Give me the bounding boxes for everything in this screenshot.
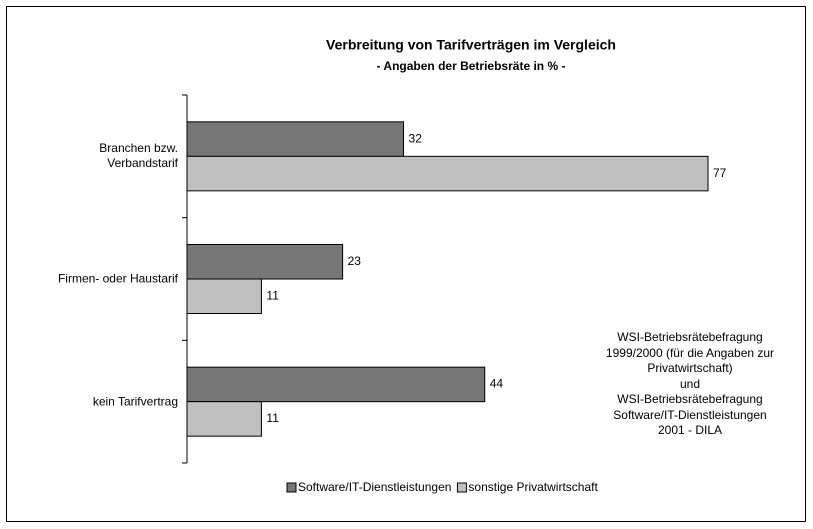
bar [186,155,709,192]
chart-title: Verbreitung von Tarifverträgen im Vergle… [326,37,616,53]
value-label: 11 [266,288,279,302]
category-label: Branchen bzw. Verbandstarif [99,141,178,171]
category-label: kein Tarifvertrag [92,394,178,409]
value-label: 23 [348,254,362,268]
bar [186,401,262,437]
legend-label: sonstige Privatwirtschaft [468,480,598,494]
value-label: 11 [266,411,279,425]
bar [186,278,262,314]
category-label: Firmen- oder Haustarif [57,271,178,286]
annotation: WSI-Betriebsrätebefragung 1999/2000 (für… [605,330,775,437]
bar [186,121,405,157]
value-label: 77 [713,166,727,180]
frame [6,6,806,522]
value-label: 32 [409,131,423,145]
value-label: 44 [490,377,504,391]
legend-swatch [286,482,297,493]
legend-swatch [456,482,467,493]
legend-label: Software/IT-Dienstleistungen [298,480,451,494]
bar [186,366,486,403]
chart-subtitle: - Angaben der Betriebsräte in % - [377,59,566,73]
bar [186,244,344,280]
